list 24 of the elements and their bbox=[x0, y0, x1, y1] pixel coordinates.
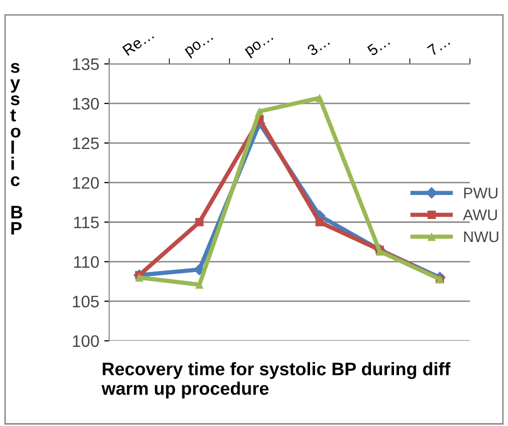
point bbox=[315, 94, 324, 102]
x-tick-label: 7… bbox=[426, 35, 450, 56]
point bbox=[255, 107, 264, 116]
x-tick-label: po… bbox=[244, 32, 276, 58]
legend-label: AWU bbox=[462, 210, 497, 220]
y-tick-label: 135 bbox=[72, 58, 99, 70]
x-tick-label: Re… bbox=[122, 29, 154, 56]
point bbox=[195, 218, 204, 226]
y-tick-label: 120 bbox=[72, 176, 99, 189]
x-tick-label: 5… bbox=[366, 35, 390, 56]
y-tick-label: 105 bbox=[72, 296, 99, 308]
y-tick-label: 130 bbox=[72, 98, 99, 110]
point bbox=[315, 218, 324, 226]
y-tick-label: 100 bbox=[72, 335, 99, 348]
text: systolic BP bbox=[10, 63, 22, 234]
x-tick-label: 3… bbox=[306, 35, 330, 56]
legend-label: NWU bbox=[464, 232, 498, 242]
x-axis-title: Recovery time for systolic BP during diff warm up procedure bbox=[102, 362, 450, 398]
legend-label: PWU bbox=[464, 188, 498, 198]
x-tick-label: po… bbox=[184, 32, 215, 58]
y-tick-label: 115 bbox=[74, 216, 99, 228]
y-tick-label: 110 bbox=[74, 256, 99, 268]
y-tick-label: 125 bbox=[72, 137, 99, 150]
point bbox=[135, 273, 144, 282]
